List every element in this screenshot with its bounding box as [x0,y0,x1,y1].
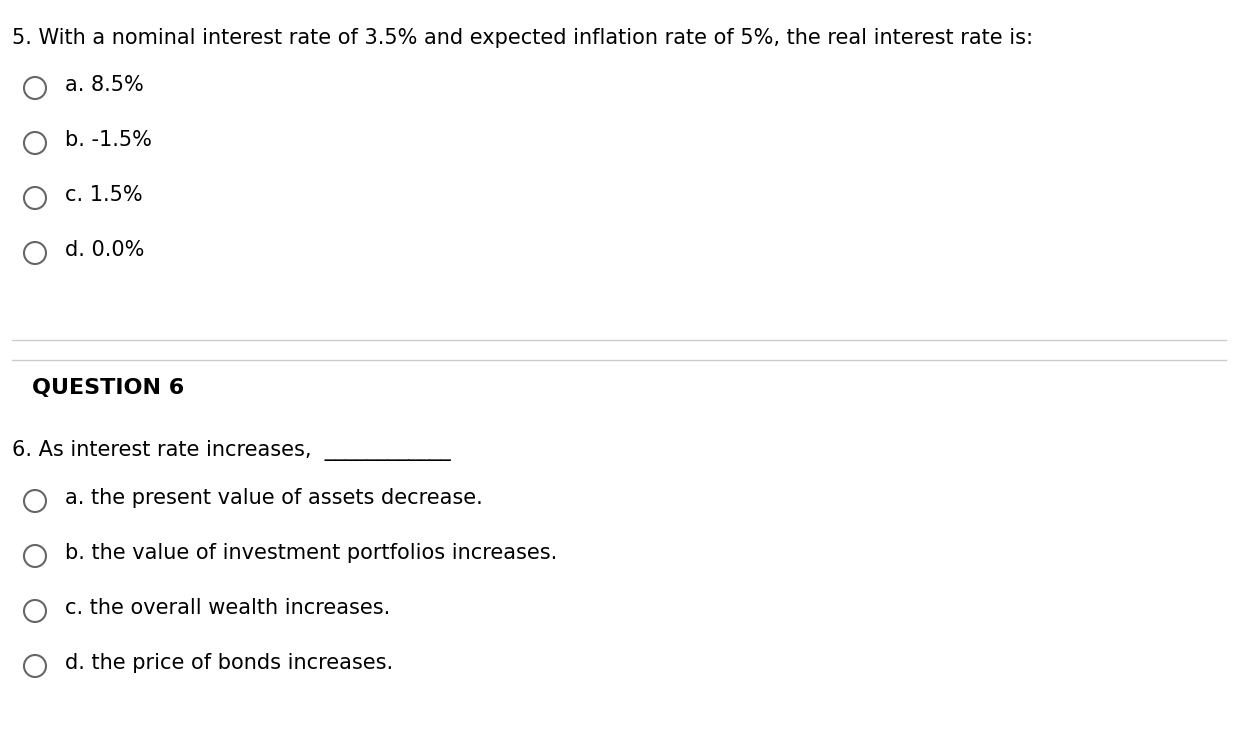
Text: c. the overall wealth increases.: c. the overall wealth increases. [66,598,390,618]
Text: QUESTION 6: QUESTION 6 [32,378,184,398]
Text: b. -1.5%: b. -1.5% [66,130,152,150]
Text: d. the price of bonds increases.: d. the price of bonds increases. [66,653,394,673]
Text: 5. With a nominal interest rate of 3.5% and expected inflation rate of 5%, the r: 5. With a nominal interest rate of 3.5% … [12,28,1032,48]
Text: b. the value of investment portfolios increases.: b. the value of investment portfolios in… [66,543,557,563]
Text: d. 0.0%: d. 0.0% [66,240,145,260]
Text: c. 1.5%: c. 1.5% [66,185,142,205]
Text: 6. As interest rate increases,  ____________: 6. As interest rate increases, _________… [12,440,451,461]
Text: a. 8.5%: a. 8.5% [66,75,144,95]
Text: a. the present value of assets decrease.: a. the present value of assets decrease. [66,488,483,508]
